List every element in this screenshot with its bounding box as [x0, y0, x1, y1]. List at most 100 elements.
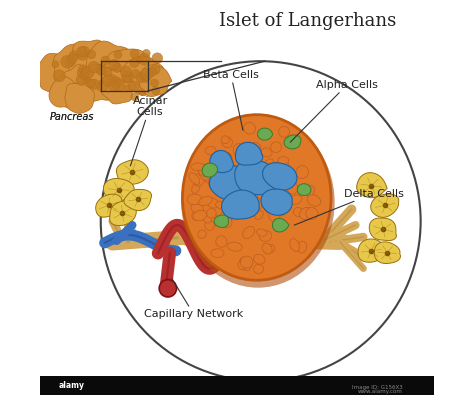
Ellipse shape	[256, 229, 267, 236]
Ellipse shape	[307, 195, 321, 206]
Ellipse shape	[267, 185, 278, 195]
Text: Beta Cells: Beta Cells	[203, 70, 259, 130]
Circle shape	[146, 68, 154, 75]
Ellipse shape	[270, 192, 280, 205]
Circle shape	[130, 49, 139, 58]
Ellipse shape	[221, 216, 232, 228]
Ellipse shape	[220, 153, 232, 166]
Ellipse shape	[262, 243, 272, 254]
Ellipse shape	[269, 209, 280, 222]
Circle shape	[110, 77, 122, 88]
Ellipse shape	[257, 189, 267, 201]
Ellipse shape	[241, 165, 250, 179]
Ellipse shape	[199, 196, 212, 206]
Circle shape	[68, 54, 77, 63]
Text: alamy: alamy	[58, 381, 84, 390]
Circle shape	[109, 59, 119, 70]
Bar	[39, 376, 435, 395]
Circle shape	[102, 75, 114, 87]
Polygon shape	[235, 160, 283, 195]
Ellipse shape	[235, 180, 244, 190]
Ellipse shape	[296, 166, 309, 179]
Circle shape	[83, 76, 91, 84]
Polygon shape	[103, 179, 134, 201]
Ellipse shape	[255, 183, 264, 191]
Ellipse shape	[181, 117, 335, 288]
Ellipse shape	[240, 257, 251, 271]
Ellipse shape	[203, 213, 212, 223]
Ellipse shape	[277, 159, 289, 168]
Ellipse shape	[209, 177, 222, 190]
Circle shape	[148, 68, 157, 76]
Polygon shape	[214, 215, 228, 228]
Ellipse shape	[306, 207, 318, 220]
Ellipse shape	[261, 148, 272, 157]
Ellipse shape	[193, 210, 207, 221]
Ellipse shape	[305, 186, 314, 196]
Circle shape	[87, 79, 95, 88]
Circle shape	[107, 75, 117, 85]
Ellipse shape	[287, 182, 298, 194]
Ellipse shape	[189, 173, 200, 184]
Ellipse shape	[290, 239, 300, 252]
Circle shape	[138, 89, 145, 95]
Circle shape	[101, 56, 110, 65]
Circle shape	[88, 61, 100, 73]
Circle shape	[128, 81, 139, 92]
Circle shape	[131, 70, 140, 78]
Circle shape	[78, 51, 87, 60]
Polygon shape	[117, 160, 148, 184]
Ellipse shape	[235, 202, 246, 216]
Polygon shape	[100, 70, 136, 104]
Circle shape	[109, 81, 119, 92]
Ellipse shape	[263, 159, 273, 169]
Ellipse shape	[300, 207, 313, 220]
Ellipse shape	[254, 175, 265, 183]
Ellipse shape	[265, 245, 275, 253]
Polygon shape	[82, 64, 120, 101]
Ellipse shape	[252, 201, 262, 210]
Circle shape	[80, 71, 88, 79]
Circle shape	[87, 50, 96, 59]
Text: Pancreas: Pancreas	[49, 113, 94, 122]
Ellipse shape	[182, 115, 331, 280]
Circle shape	[80, 68, 90, 77]
Polygon shape	[297, 184, 311, 196]
Circle shape	[120, 66, 132, 77]
Ellipse shape	[219, 177, 230, 187]
Polygon shape	[374, 242, 401, 263]
Ellipse shape	[297, 241, 307, 253]
Ellipse shape	[222, 173, 233, 184]
Ellipse shape	[243, 226, 255, 239]
Ellipse shape	[265, 200, 273, 213]
Circle shape	[77, 68, 86, 77]
Polygon shape	[103, 49, 149, 92]
Circle shape	[65, 56, 75, 67]
Circle shape	[97, 66, 106, 75]
Ellipse shape	[278, 156, 289, 165]
Ellipse shape	[244, 122, 255, 134]
Text: Acinar
Cells: Acinar Cells	[130, 96, 168, 166]
Ellipse shape	[233, 144, 245, 157]
Circle shape	[102, 67, 112, 77]
Ellipse shape	[211, 249, 224, 258]
Circle shape	[89, 79, 99, 89]
Ellipse shape	[204, 172, 215, 183]
Ellipse shape	[250, 143, 261, 152]
Ellipse shape	[277, 206, 286, 216]
Circle shape	[152, 87, 160, 95]
Polygon shape	[236, 142, 263, 165]
Ellipse shape	[207, 198, 219, 208]
Ellipse shape	[205, 147, 216, 155]
Polygon shape	[124, 190, 152, 211]
Circle shape	[53, 70, 65, 82]
Polygon shape	[210, 150, 234, 173]
Ellipse shape	[225, 203, 238, 213]
Ellipse shape	[271, 142, 282, 152]
Ellipse shape	[237, 189, 248, 199]
Text: Delta Cells: Delta Cells	[294, 188, 403, 225]
Circle shape	[141, 68, 153, 80]
Ellipse shape	[216, 236, 227, 247]
Polygon shape	[221, 190, 259, 219]
Circle shape	[114, 51, 122, 58]
